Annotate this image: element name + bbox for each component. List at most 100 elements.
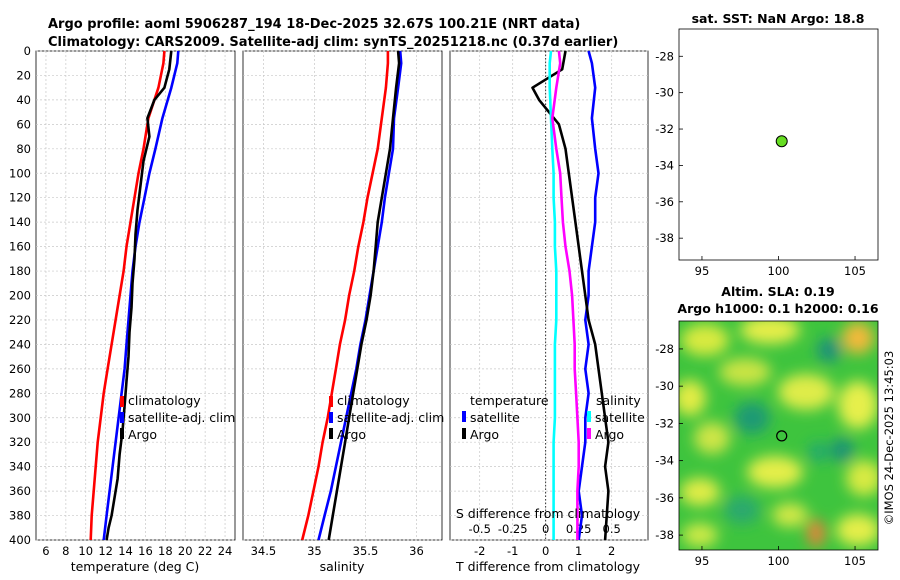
y-tick-label: 40 [16,93,31,107]
y-tick-label: 140 [9,215,31,229]
x-tick-label: 36 [409,544,424,558]
legend-label-climatology: climatology [128,393,201,408]
difference-panel: -2 -1 0 1 2 -0.5 -0.25 0 0.25 0.5 T difference f… [449,50,649,574]
y-tick-label: 340 [9,460,31,474]
temperature-tick-labels: 6 8 10 12 14 16 18 20 22 24 [42,544,232,558]
salinity-panel: 34.5 35 35.5 36 salinity climatology satell… [242,50,444,574]
legend-label-argo: Argo [128,427,157,442]
y-tick-label: -34 [655,454,674,468]
sla-heatmap [679,321,878,550]
sst-map-points [775,135,788,148]
x-tick-label: 34.5 [251,544,277,558]
x-tick-label: 18 [158,544,173,558]
x-tick-label: 10 [78,544,93,558]
temperature-panel: 0 20 40 60 80 100 120 140 160 180 200 220 240 260 280 3… [9,44,236,574]
temperature-legend: climatology satellite-adj. clim Argo [120,393,235,442]
y-tick-label: -38 [655,528,674,542]
series-line-satellite-adj-clim [102,50,180,541]
y-tick-label: -30 [655,379,674,393]
x-tick-label: 1 [575,544,582,558]
legend-swatch-s-satellite [587,411,591,422]
x-tick-label: -2 [474,544,485,558]
s-tick-label: -0.25 [498,522,528,536]
salinity-legend: climatology satellite-adj. clim Argo [329,393,444,442]
y-tick-label: -32 [655,416,674,430]
y-tick-label: -36 [655,491,674,505]
legend-swatch-t-satellite [462,411,466,422]
y-tick-label: -36 [655,195,674,209]
x-tick-label: -1 [507,544,518,558]
y-tick-label: 100 [9,166,31,180]
x-tick-label: 0 [542,544,549,558]
x-tick-label: 20 [178,544,193,558]
y-tick-label: 380 [9,509,31,523]
sla-map-subtitle: Argo h1000: 0.1 h2000: 0.16 [677,301,878,316]
legend-label-argo: Argo [337,427,366,442]
argo-location-marker [775,135,788,148]
x-tick-label: 12 [98,544,113,558]
legend-label-s-satellite: satellite [595,410,645,425]
y-tick-label: 180 [9,264,31,278]
legend-label-s-argo: Argo [595,427,624,442]
x-tick-label: 95 [695,264,710,278]
y-tick-label: -30 [655,86,674,100]
y-tick-label: 240 [9,337,31,351]
argo-location-marker [776,430,788,442]
x-tick-label: 16 [138,544,153,558]
temperature-x-label: temperature (deg C) [71,559,200,574]
x-tick-label: 105 [844,264,866,278]
x-tick-label: 105 [844,554,866,568]
x-tick-label: 100 [768,554,790,568]
y-tick-label: 20 [16,68,31,82]
sst-map-panel: sat. SST: NaN Argo: 18.8 95 100 105 -28 -30 -… [655,11,879,278]
y-tick-label: 300 [9,411,31,425]
sla-map-tick-labels: 95 100 105 -28 -30 -32 -34 -36 -38 [655,342,866,568]
difference-grid [450,50,648,541]
credit-text: ©IMOS 24-Dec-2025 13:45:03 [882,351,896,526]
y-tick-label: 200 [9,289,31,303]
figure-title: Argo profile: aoml 5906287_194 18-Dec-20… [48,17,580,32]
x-tick-label: 8 [62,544,69,558]
salinity-grid [243,50,442,541]
y-tick-label: -34 [655,158,674,172]
legend-swatch-climatology [120,396,124,407]
series-line-temperature-satellite [577,50,600,541]
x-tick-label: 2 [608,544,615,558]
difference-series [531,50,610,541]
series-line-salinity-argo [550,50,581,540]
x-tick-label: 24 [218,544,233,558]
sla-heatmap-field [679,321,878,547]
legend-swatch-climatology [329,396,333,407]
series-line-salinity-satellite [548,50,558,540]
difference-legend-salinity: salinity satellite Argo [587,393,645,442]
salinity-tick-labels: 34.5 35 35.5 36 [251,544,424,558]
legend-label-satellite: satellite-adj. clim [128,410,235,425]
x-tick-label: 6 [42,544,49,558]
x-tick-label: 22 [198,544,213,558]
legend-label-t-satellite: satellite [470,410,520,425]
y-tick-label: 120 [9,191,31,205]
legend-swatch-s-argo [587,428,591,439]
y-tick-label: 60 [16,117,31,131]
legend-title-temperature: temperature [470,393,549,408]
sla-map-points [776,430,788,442]
y-tick-label: 220 [9,313,31,327]
difference-legend-temperature: temperature satellite Argo [462,393,549,442]
legend-swatch-argo [329,428,333,439]
t-difference-x-label: T difference from climatology [455,559,641,574]
y-tick-label: -28 [655,342,674,356]
x-tick-label: 100 [768,264,790,278]
x-tick-label: 14 [118,544,133,558]
legend-label-satellite: satellite-adj. clim [337,410,444,425]
legend-swatch-argo [120,428,124,439]
y-tick-label: 320 [9,435,31,449]
y-tick-label: -28 [655,49,674,63]
sst-map-tick-labels: 95 100 105 -28 -30 -32 -34 -36 -38 [655,49,866,278]
depth-tick-labels: 0 20 40 60 80 100 120 140 160 180 200 220 240 260 280 3… [9,44,31,547]
y-tick-label: -32 [655,122,674,136]
legend-label-climatology: climatology [337,393,410,408]
y-tick-label: 80 [16,142,31,156]
y-tick-label: 160 [9,240,31,254]
legend-swatch-t-argo [462,428,466,439]
